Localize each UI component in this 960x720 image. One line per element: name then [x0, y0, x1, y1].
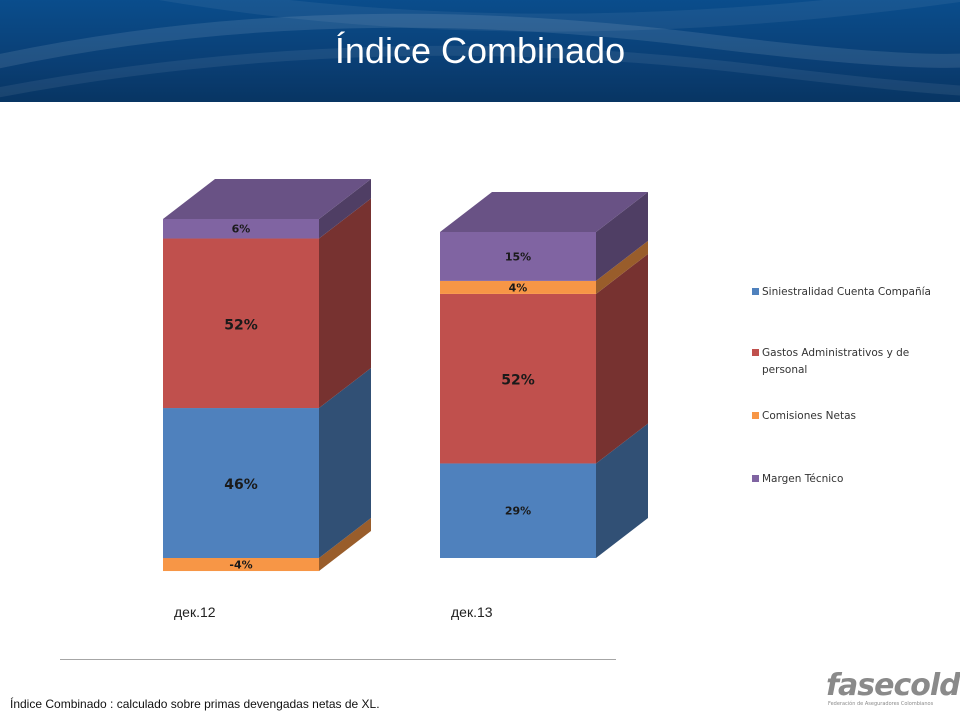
legend-swatch-siniestralidad: [752, 288, 759, 295]
bar-siniestralidad-0-side: [319, 368, 371, 558]
bar-margen-0-top: [163, 178, 371, 219]
bar-gastos-0-side: [319, 198, 371, 409]
legend-item-siniestralidad: Siniestralidad Cuenta Compañía: [752, 284, 942, 301]
bar-margen-1-top: [440, 192, 648, 232]
fasecolda-logo: fasecolda Federación de Aseguradores Col…: [826, 668, 960, 712]
legend-item-margen: Margen Técnico: [752, 471, 942, 488]
divider-line: [60, 659, 616, 660]
footnote: Índice Combinado : calculado sobre prima…: [10, 697, 380, 711]
legend-label: Margen Técnico: [762, 473, 844, 485]
bar-gastos-0: [163, 238, 319, 409]
legend-item-gastos: Gastos Administrativos y de personal: [752, 345, 942, 379]
data-label-gastos-1: 52%: [501, 373, 535, 389]
bar-gastos-1: [440, 293, 596, 464]
legend-label: Comisiones Netas: [762, 410, 856, 422]
header-swoosh-decoration: [0, 0, 960, 98]
bar-siniestralidad-1: [440, 463, 596, 558]
data-label-margen-1: 15%: [505, 250, 531, 263]
bar-margen-0: [163, 218, 319, 239]
bar-comisiones-1-side: [596, 240, 648, 294]
bar-stack-0: -4% 46% 52% 6%: [163, 178, 371, 572]
data-label-siniestralidad-0: 46%: [224, 477, 258, 493]
data-label-comisiones-1: 4%: [509, 281, 528, 294]
bar-margen-1: [440, 232, 596, 281]
data-label-comisiones-0: -4%: [229, 559, 252, 572]
bar-margen-0-side: [319, 178, 371, 239]
legend-label: Gastos Administrativos y de personal: [762, 347, 910, 376]
category-label-dec13: дек.13: [451, 604, 493, 620]
bar-siniestralidad-1-side: [596, 423, 648, 558]
category-label-dec12: дек.12: [174, 604, 216, 620]
logo-wordmark: fasecolda: [826, 668, 960, 703]
bar-comisiones-1: [440, 280, 596, 294]
legend-label: Siniestralidad Cuenta Compañía: [762, 286, 931, 298]
legend-item-comisiones: Comisiones Netas: [752, 408, 942, 425]
slide-header: Índice Combinado: [0, 0, 960, 102]
bar-comisiones-0-side: [319, 518, 371, 572]
data-label-siniestralidad-1: 29%: [505, 505, 531, 518]
bar-stack-1: 29% 52% 4% 15%: [440, 192, 648, 558]
bar-gastos-1-side: [596, 253, 648, 464]
legend-swatch-margen: [752, 475, 759, 482]
bar-siniestralidad-0: [163, 408, 319, 558]
legend-swatch-gastos: [752, 349, 759, 356]
bar-margen-1-side: [596, 192, 648, 281]
legend-swatch-comisiones: [752, 412, 759, 419]
logo-subtitle: Federación de Aseguradores Colombianos: [828, 701, 934, 707]
data-label-margen-0: 6%: [232, 223, 251, 236]
data-label-gastos-0: 52%: [224, 317, 258, 333]
slide-title: Índice Combinado: [334, 30, 626, 71]
bar-comisiones-0: [163, 558, 319, 572]
